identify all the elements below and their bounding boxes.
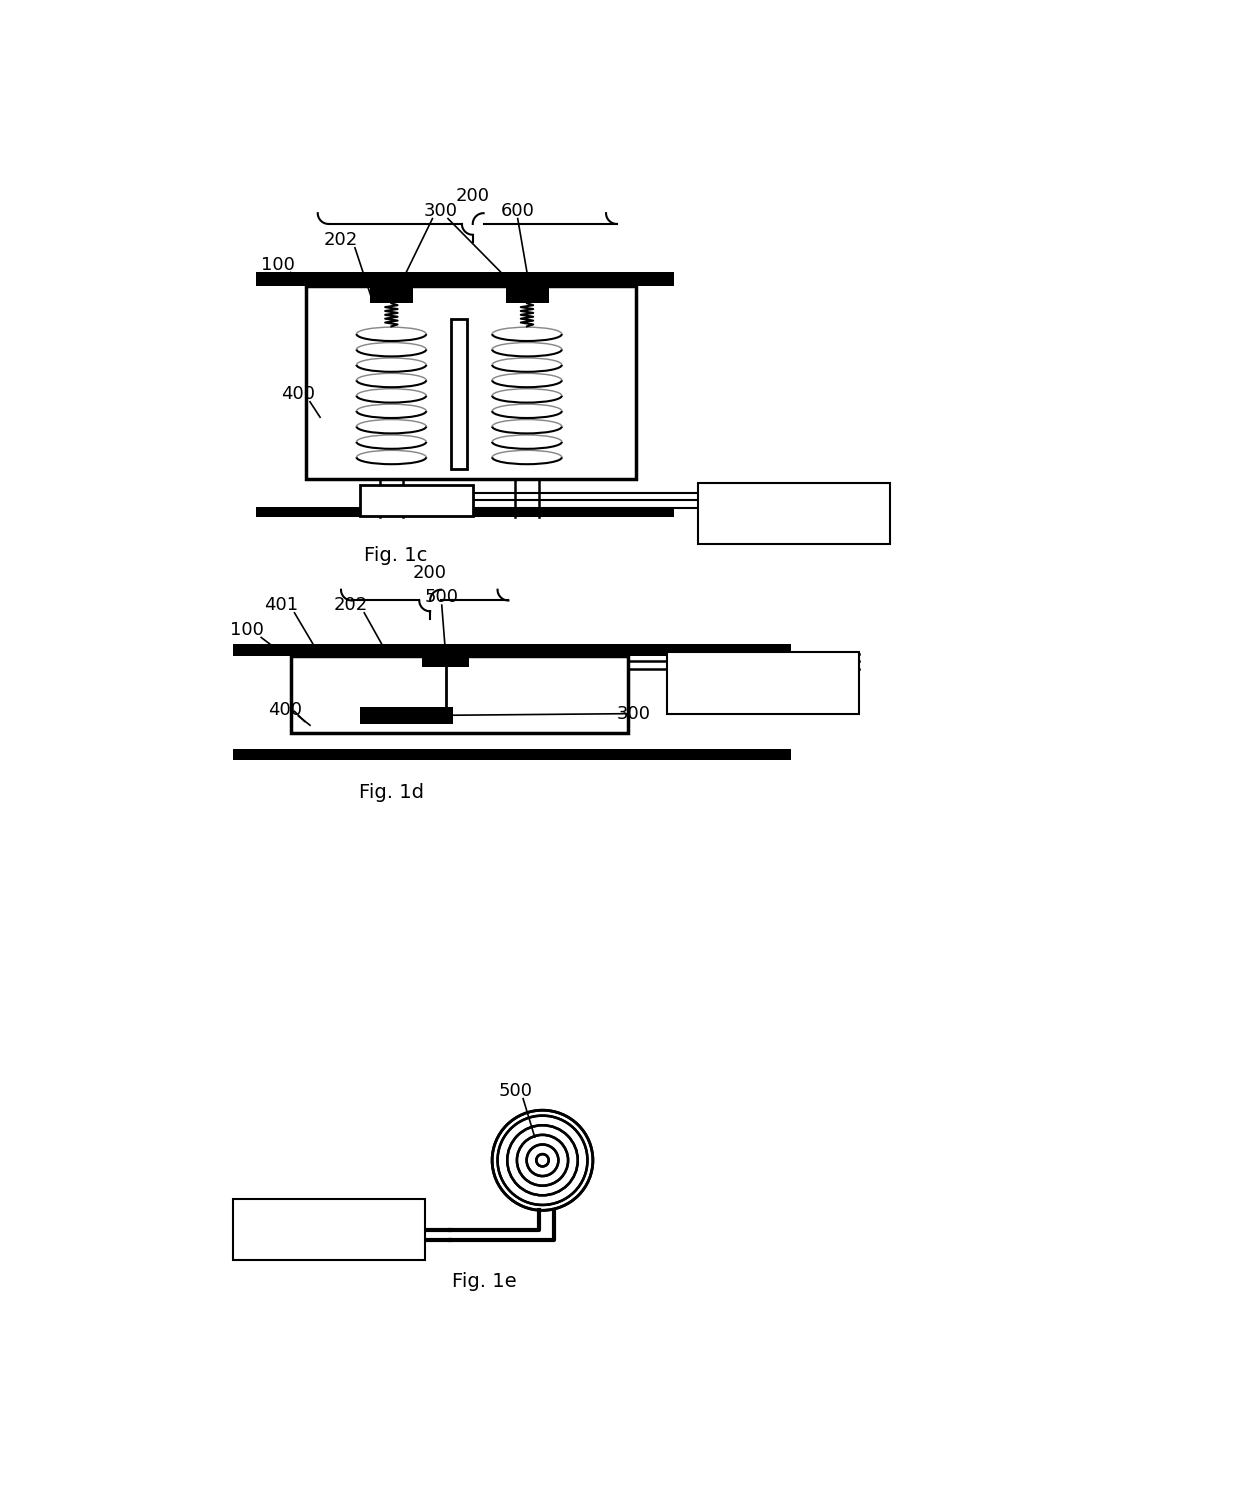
Circle shape — [492, 1111, 593, 1210]
Text: to circuitry or: to circuitry or — [672, 672, 785, 690]
Text: 401: 401 — [264, 597, 299, 615]
Bar — [423, 653, 469, 668]
Text: Electrical output: Electrical output — [238, 1206, 374, 1224]
Text: energy storage: energy storage — [704, 517, 830, 535]
Bar — [233, 749, 791, 760]
Bar — [697, 482, 890, 544]
Text: Electrical output: Electrical output — [672, 659, 808, 677]
Bar — [451, 318, 466, 469]
Text: 202: 202 — [324, 231, 358, 249]
Text: 100: 100 — [260, 256, 294, 274]
Text: 500: 500 — [498, 1082, 532, 1100]
Bar — [506, 286, 549, 303]
Bar — [233, 643, 791, 656]
Text: Electrical output: Electrical output — [704, 488, 839, 506]
Text: Fig. 1e: Fig. 1e — [453, 1272, 517, 1291]
Bar — [667, 653, 858, 714]
Text: energy storage: energy storage — [238, 1234, 365, 1252]
Bar — [290, 656, 627, 732]
Bar — [306, 286, 635, 479]
Text: 100: 100 — [229, 621, 263, 639]
Bar — [233, 1198, 424, 1260]
Bar — [361, 707, 454, 723]
Text: energy storage: energy storage — [672, 687, 799, 705]
Bar — [255, 506, 675, 517]
Text: 500: 500 — [425, 588, 459, 606]
Text: 400: 400 — [268, 701, 303, 719]
Text: 200: 200 — [456, 187, 490, 205]
Bar — [361, 485, 472, 515]
Text: 300: 300 — [423, 202, 458, 220]
Bar — [255, 273, 675, 286]
Text: 202: 202 — [334, 597, 368, 615]
Text: to circuitry or: to circuitry or — [238, 1219, 351, 1237]
Text: 600: 600 — [501, 202, 534, 220]
Text: 300: 300 — [618, 705, 651, 723]
Bar — [371, 286, 413, 303]
Text: Fig. 1d: Fig. 1d — [358, 782, 424, 802]
Text: Fig. 1c: Fig. 1c — [363, 547, 427, 565]
Text: to circuitry or: to circuitry or — [704, 503, 816, 521]
Text: 400: 400 — [281, 386, 315, 404]
Text: 500: 500 — [399, 491, 433, 509]
Text: 200: 200 — [413, 564, 448, 582]
Text: 500: 500 — [399, 491, 433, 509]
